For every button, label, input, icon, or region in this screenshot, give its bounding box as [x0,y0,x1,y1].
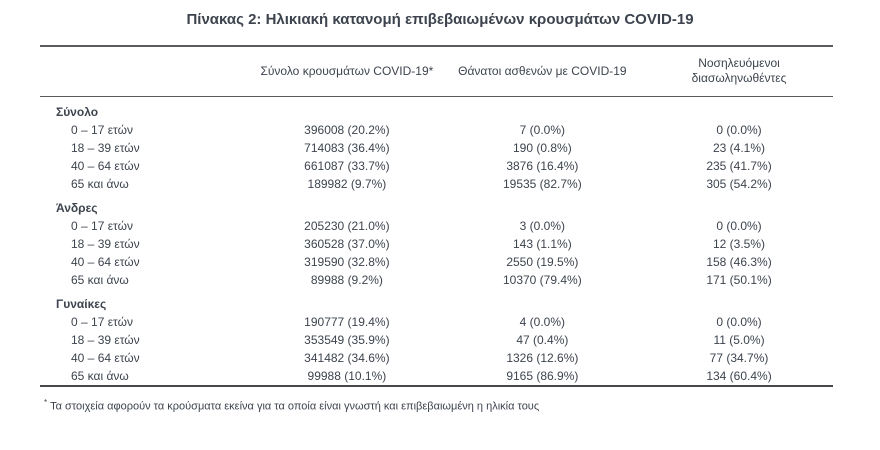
section-header-row: Άνδρες [40,193,833,217]
intubated-value: 134 (60.4%) [706,368,772,383]
age-group-label: 65 και άνω [71,176,129,191]
deaths-value: 19535 (82.7%) [502,176,582,191]
intubated-value: 0 (0.0%) [716,218,762,233]
cases-value: 89988 (9.2%) [310,272,383,287]
table-header-row: Σύνολο κρουσμάτων COVID-19* Θάνατοι ασθε… [40,46,833,97]
deaths-value: 47 (0.4%) [516,332,569,347]
data-row: 65 και άνω 99988 (10.1%) 9165 (86.9%) 134 (… [40,367,833,386]
data-row: 40 – 64 ετών 661087 (33.7%) 3876 (16.4%) 23… [40,157,833,175]
cases-value: 190777 (19.4%) [304,314,390,329]
data-row: 0 – 17 ετών 190777 (19.4%) 4 (0.0%) 0 (0.0%… [40,313,833,331]
data-row: 65 και άνω 89988 (9.2%) 10370 (79.4%) 171 (… [40,271,833,289]
header-intubated-label: Νοσηλευόμενοι διασωληνωθέντες [691,56,787,86]
section-label: Σύνολο [56,104,99,119]
page-title: Πίνακας 2: Ηλικιακή κατανομή επιβεβαιωμέ… [186,11,694,28]
table-header: Σύνολο κρουσμάτων COVID-19* Θάνατοι ασθε… [40,46,833,97]
section-header-row: Γυναίκες [40,289,833,313]
cases-value: 396008 (20.2%) [304,122,390,137]
cases-value: 189982 (9.7%) [307,176,387,191]
deaths-value: 190 (0.8%) [512,140,572,155]
intubated-value: 0 (0.0%) [716,314,762,329]
header-deaths: Θάνατοι ασθενών με COVID-19 [439,46,646,97]
intubated-value: 171 (50.1%) [706,272,772,287]
deaths-value: 7 (0.0%) [519,122,566,137]
deaths-value: 2550 (19.5%) [506,254,579,269]
deaths-value: 143 (1.1%) [512,236,572,251]
header-row-label [40,46,255,97]
cases-value: 360528 (37.0%) [304,236,390,251]
data-row: 0 – 17 ετών 396008 (20.2%) 7 (0.0%) 0 (0.0%… [40,121,833,139]
age-group-label: 0 – 17 ετών [71,122,133,137]
intubated-value: 305 (54.2%) [706,176,772,191]
age-group-label: 65 και άνω [71,368,129,383]
deaths-value: 9165 (86.9%) [506,368,579,383]
section-header-row: Σύνολο [40,96,833,121]
age-group-label: 18 – 39 ετών [71,140,140,155]
intubated-value: 158 (46.3%) [706,254,772,269]
age-group-label: 0 – 17 ετών [71,314,133,329]
age-group-label: 40 – 64 ετών [71,350,140,365]
section-label: Άνδρες [56,200,98,215]
cases-value: 319590 (32.8%) [304,254,390,269]
footnote-marker: * [44,398,48,407]
deaths-value: 3 (0.0%) [519,218,566,233]
age-group-label: 18 – 39 ετών [71,332,140,347]
cases-value: 714083 (36.4%) [304,140,390,155]
data-row: 40 – 64 ετών 319590 (32.8%) 2550 (19.5%) 15… [40,253,833,271]
table-body: Σύνολο 0 – 17 ετών 396008 (20.2%) 7 (0.0%) 0… [40,96,833,386]
data-row: 65 και άνω 189982 (9.7%) 19535 (82.7%) 305 … [40,175,833,193]
intubated-value: 235 (41.7%) [706,158,772,173]
deaths-value: 1326 (12.6%) [506,350,579,365]
age-group-label: 0 – 17 ετών [71,218,133,233]
deaths-value: 3876 (16.4%) [506,158,579,173]
data-row: 18 – 39 ετών 714083 (36.4%) 190 (0.8%) 23 (… [40,139,833,157]
intubated-value: 11 (5.0%) [713,332,765,347]
table-container: Σύνολο κρουσμάτων COVID-19* Θάνατοι ασθε… [40,45,833,387]
cases-value: 661087 (33.7%) [304,158,390,173]
cases-value: 205230 (21.0%) [304,218,390,233]
deaths-value: 4 (0.0%) [519,314,566,329]
header-intubated: Νοσηλευόμενοι διασωληνωθέντες [645,46,833,97]
intubated-value: 0 (0.0%) [716,122,762,137]
data-row: 18 – 39 ετών 360528 (37.0%) 143 (1.1%) 12 (… [40,235,833,253]
age-group-label: 65 και άνω [71,272,129,287]
cases-value: 341482 (34.6%) [304,350,390,365]
cases-value: 353549 (35.9%) [304,332,390,347]
footnote: * Τα στοιχεία αφορούν τα κρούσματα εκείνα… [44,398,539,413]
intubated-value: 23 (4.1%) [713,140,766,155]
age-group-label: 18 – 39 ετών [71,236,140,251]
age-group-label: 40 – 64 ετών [71,254,140,269]
footnote-text: Τα στοιχεία αφορούν τα κρούσματα εκείνα … [50,400,540,413]
section-label: Γυναίκες [56,296,107,311]
covid-age-distribution-table: Σύνολο κρουσμάτων COVID-19* Θάνατοι ασθε… [40,45,833,387]
cases-value: 99988 (10.1%) [307,368,387,383]
data-row: 40 – 64 ετών 341482 (34.6%) 1326 (12.6%) 77… [40,349,833,367]
intubated-value: 12 (3.5%) [713,236,766,251]
data-row: 18 – 39 ετών 353549 (35.9%) 47 (0.4%) 11 (5… [40,331,833,349]
header-total-cases: Σύνολο κρουσμάτων COVID-19* [254,46,440,97]
intubated-value: 77 (34.7%) [709,350,769,365]
deaths-value: 10370 (79.4%) [502,272,582,287]
age-group-label: 40 – 64 ετών [71,158,140,173]
data-row: 0 – 17 ετών 205230 (21.0%) 3 (0.0%) 0 (0.0%… [40,217,833,235]
